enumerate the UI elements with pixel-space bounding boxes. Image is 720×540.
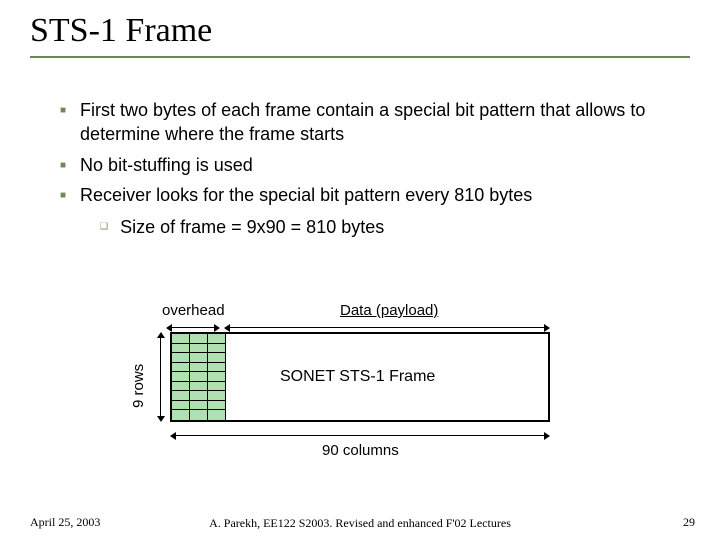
cols-label: 90 columns <box>322 442 399 459</box>
slide-title: STS-1 Frame <box>30 12 690 58</box>
sub-bullet-icon: ❑ <box>100 220 108 239</box>
cols-arrow-icon <box>170 430 550 440</box>
bullet-icon: ■ <box>60 104 66 147</box>
overhead-label: overhead <box>162 302 225 319</box>
sub-bullet-text: Size of frame = 9x90 = 810 bytes <box>120 215 384 239</box>
bullet-item: ■ No bit-stuffing is used <box>60 153 690 177</box>
footer-page-number: 29 <box>683 515 695 530</box>
data-arrow-icon <box>224 322 550 332</box>
payload-label: SONET STS-1 Frame <box>280 368 435 386</box>
frame-diagram: overhead Data (payload) SONET STS-1 Fram… <box>130 300 590 470</box>
bullet-text: No bit-stuffing is used <box>80 153 690 177</box>
rows-label: 9 rows <box>130 364 147 408</box>
bullet-icon: ■ <box>60 189 66 207</box>
bullet-text: First two bytes of each frame contain a … <box>80 98 690 147</box>
overhead-arrow-icon <box>166 322 220 332</box>
bullet-text: Receiver looks for the special bit patte… <box>80 183 690 207</box>
rows-arrow-icon <box>155 332 165 422</box>
bullet-item: ■ First two bytes of each frame contain … <box>60 98 690 147</box>
data-label: Data (payload) <box>340 302 438 319</box>
bullet-icon: ■ <box>60 159 66 177</box>
slide: STS-1 Frame ■ First two bytes of each fr… <box>0 0 720 540</box>
bullet-item: ■ Receiver looks for the special bit pat… <box>60 183 690 207</box>
sub-bullet-item: ❑ Size of frame = 9x90 = 810 bytes <box>100 215 690 239</box>
overhead-grid <box>172 334 226 420</box>
footer-attribution: A. Parekh, EE122 S2003. Revised and enha… <box>0 516 720 530</box>
bullet-list: ■ First two bytes of each frame contain … <box>30 98 690 239</box>
